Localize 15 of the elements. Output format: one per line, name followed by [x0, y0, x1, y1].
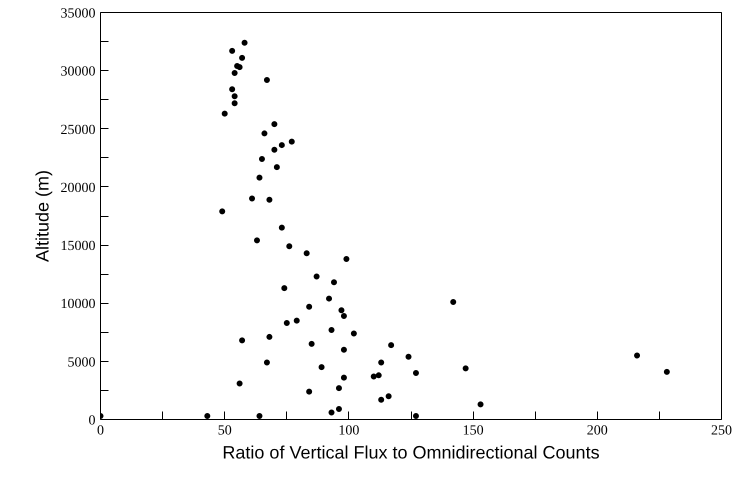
- y-tick-label: 5000: [68, 355, 96, 370]
- y-axis-title: Altitude (m): [32, 170, 52, 262]
- y-tick-label: 10000: [60, 297, 96, 312]
- y-tick-label: 25000: [60, 122, 96, 138]
- x-tick-label: 150: [462, 424, 484, 438]
- x-tick-label: 250: [711, 424, 732, 438]
- y-tick-label: 20000: [60, 180, 96, 196]
- x-tick-label: 200: [586, 424, 608, 438]
- y-tick-label: 0: [88, 414, 96, 428]
- x-axis-title: Ratio of Vertical Flux to Omnidirectional Counts: [222, 442, 600, 462]
- y-tick-label: 30000: [60, 64, 96, 80]
- y-tick-label: 15000: [60, 239, 96, 254]
- y-tick-label: 35000: [60, 6, 96, 22]
- x-tick-label: 50: [218, 424, 232, 438]
- x-tick-label: 100: [338, 424, 360, 438]
